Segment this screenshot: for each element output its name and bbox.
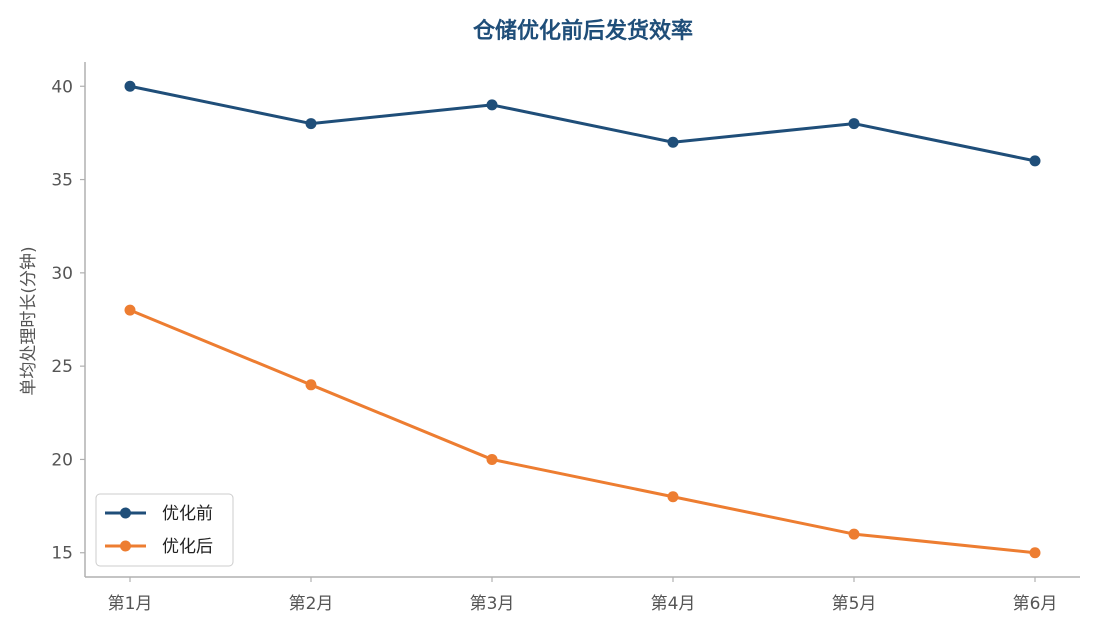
data-point	[486, 99, 498, 111]
legend-item: 优化后	[105, 537, 213, 557]
x-tick-label: 第3月	[470, 594, 515, 614]
legend-item: 优化前	[105, 504, 213, 524]
x-tick-label: 第5月	[832, 594, 877, 614]
data-point	[1029, 547, 1041, 559]
y-tick-label: 20	[51, 450, 73, 470]
y-axis-label: 单均处理时长(分钟)	[19, 246, 39, 395]
legend-marker	[120, 507, 131, 519]
x-tick-label: 第2月	[289, 594, 334, 614]
legend-label: 优化后	[162, 537, 213, 557]
legend-label: 优化前	[162, 504, 213, 524]
series-1	[124, 80, 1041, 167]
data-point	[667, 491, 679, 503]
x-tick-label: 第4月	[651, 594, 696, 614]
data-point	[1029, 155, 1041, 167]
x-tick-label: 第6月	[1013, 594, 1058, 614]
chart-title: 仓储优化前后发货效率	[472, 18, 693, 44]
series-layer	[124, 80, 1041, 559]
y-ticks: 15 20 25 30 35 40	[51, 77, 85, 564]
series-line	[128, 84, 1037, 163]
axes	[84, 62, 1080, 578]
y-tick-label: 30	[51, 264, 73, 284]
y-tick-label: 35	[51, 171, 73, 191]
legend-marker	[120, 540, 131, 552]
data-point	[305, 379, 317, 391]
data-point	[848, 528, 860, 540]
data-point	[667, 136, 679, 148]
series-line	[128, 308, 1037, 555]
y-tick-label: 15	[51, 544, 73, 564]
data-point	[486, 453, 498, 465]
y-tick-label: 40	[51, 77, 73, 97]
x-ticks: 第1月 第2月 第3月 第4月 第5月 第6月	[108, 577, 1058, 614]
x-tick-label: 第1月	[108, 594, 153, 614]
data-point	[305, 118, 317, 130]
data-point	[124, 304, 136, 316]
data-point	[848, 118, 860, 130]
y-tick-label: 25	[51, 357, 73, 377]
series-2	[124, 304, 1041, 559]
data-point	[124, 80, 136, 92]
